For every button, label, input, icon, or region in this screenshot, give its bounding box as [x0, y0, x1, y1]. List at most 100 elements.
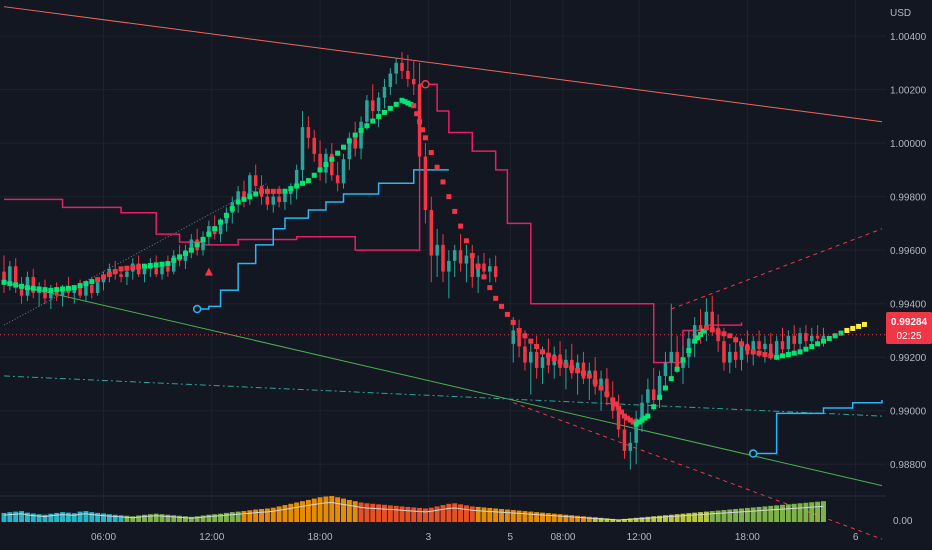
ribbon-dot: [774, 354, 780, 360]
volume-bar: [136, 515, 142, 522]
time-tick-label: 06:00: [91, 532, 116, 543]
volume-bar: [604, 518, 610, 522]
ribbon-dot: [136, 264, 142, 270]
candle-body: [253, 175, 258, 186]
candle-body: [218, 223, 223, 235]
volume-bar: [820, 501, 826, 522]
ribbon-dot: [259, 188, 265, 194]
time-axis[interactable]: 06:00 12:00 18:00 3 5 08:00 12:00 18:00 6: [91, 532, 859, 543]
ribbon-dot: [7, 281, 13, 287]
ribbon-dot: [534, 344, 540, 349]
ribbon-dot: [253, 191, 259, 197]
ribbon-dot: [727, 333, 733, 339]
candle-body: [716, 327, 720, 342]
volume-bar: [422, 508, 428, 522]
ribbon-dot: [294, 183, 300, 189]
ribbon-dot: [393, 101, 399, 107]
candle-body: [634, 418, 638, 443]
candle-body: [248, 175, 252, 200]
candle-body: [447, 260, 451, 272]
ribbon-dot: [352, 132, 358, 138]
ribbon-dot: [768, 353, 774, 359]
ribbon-dot: [616, 405, 622, 411]
ribbon-dot: [475, 263, 481, 269]
volume-bar: [206, 514, 212, 522]
ribbon-dot: [130, 265, 136, 271]
ribbon-dot: [838, 330, 844, 336]
candle-body: [78, 287, 82, 296]
volume-bar: [235, 511, 241, 522]
candle-body: [125, 271, 129, 277]
candle-body: [821, 335, 826, 339]
candle-body: [546, 357, 551, 366]
volume-bar: [106, 514, 112, 522]
ribbon-dot: [305, 178, 311, 184]
volume-bar: [200, 515, 206, 522]
ribbon-dot: [551, 356, 557, 362]
candle-body: [429, 210, 434, 256]
time-tick-label: 12:00: [627, 532, 652, 543]
ribbon-dot: [850, 325, 856, 331]
candle-body: [622, 429, 627, 451]
volume-bar: [516, 510, 522, 522]
ribbon-dot: [592, 379, 598, 385]
ribbon-dot: [580, 370, 586, 376]
volume-bar: [270, 507, 276, 522]
volume-bar: [241, 511, 247, 522]
ribbon-dot: [522, 333, 528, 339]
ribbon-dot: [733, 337, 739, 343]
candle-body: [657, 375, 662, 401]
candle-body: [728, 351, 732, 363]
candle-body: [13, 266, 18, 288]
ribbon-dot: [364, 123, 370, 129]
price-tick-label: 0.99600: [890, 246, 927, 257]
candle-body: [406, 70, 410, 79]
ribbon-dot: [171, 257, 177, 263]
volume-axis-label: 0.00: [893, 516, 913, 527]
volume-bar: [680, 513, 686, 522]
candles: [2, 52, 826, 470]
volume-bar: [346, 499, 352, 522]
time-tick-label: 18:00: [735, 532, 760, 543]
candle-body: [271, 196, 276, 205]
candle-body: [815, 335, 820, 339]
ribbon-dot: [820, 338, 826, 344]
candle-body: [265, 196, 270, 205]
ribbon-dot: [703, 325, 709, 331]
volume-bar: [83, 511, 89, 522]
candle-body: [774, 341, 779, 355]
ribbon-dot: [563, 362, 569, 368]
volume-bar: [698, 512, 704, 522]
volume-bar: [19, 511, 25, 522]
volume-bar: [101, 513, 106, 522]
candle-body: [517, 330, 521, 347]
price-axis[interactable]: 1.00400 1.00200 1.00000 0.99800 0.99600 0.994…: [890, 32, 927, 471]
volume-bar: [89, 512, 95, 522]
ribbon-dot: [206, 231, 212, 237]
currency-label: USD: [890, 8, 911, 19]
candle-body: [341, 159, 346, 184]
candle-body: [581, 362, 586, 379]
volume-bar: [381, 504, 387, 522]
ribbon-dot: [744, 345, 750, 351]
volume-bar: [791, 503, 797, 522]
ribbon-dot: [657, 394, 663, 400]
ribbon-dot: [358, 127, 364, 133]
volume-bar: [147, 514, 153, 522]
ribbon-dot: [420, 127, 426, 133]
candle-body: [294, 169, 299, 189]
ribbon-dot: [700, 328, 706, 334]
volume-bar: [692, 512, 698, 522]
ribbon-dot: [399, 97, 405, 103]
ribbon-dot: [598, 385, 604, 391]
candle-body: [722, 341, 726, 363]
volume-bar: [668, 514, 674, 522]
candle-body: [476, 263, 480, 277]
ribbon-dot: [381, 109, 387, 115]
trendline-teal-dash: [3, 375, 883, 417]
volume-bar: [370, 503, 376, 522]
ribbon-dot: [832, 333, 838, 339]
candle-body: [84, 284, 88, 296]
ribbon-dot: [452, 208, 458, 214]
